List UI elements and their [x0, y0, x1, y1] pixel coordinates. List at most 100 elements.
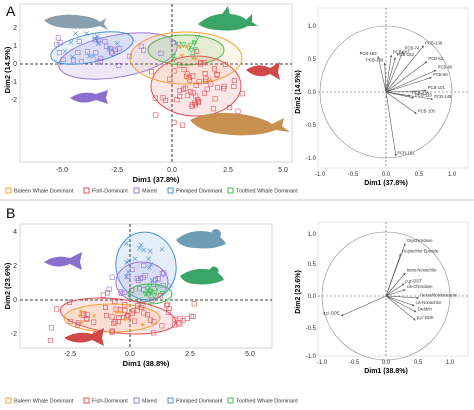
y-tick: 1.0 — [308, 232, 317, 238]
scatter-points — [54, 31, 245, 133]
scatter-point — [83, 31, 89, 36]
scatter-point — [142, 291, 148, 297]
scatter-point — [80, 312, 86, 318]
scatter-point — [202, 78, 208, 84]
scatter-point — [141, 247, 147, 253]
loading-arrow — [377, 55, 387, 93]
scatter-point — [55, 35, 61, 41]
y-axis-label: Dim2 (14.5%) — [295, 70, 302, 114]
scatter-point — [125, 313, 131, 319]
scatter-point — [134, 275, 140, 281]
scatter-point — [166, 305, 172, 311]
scatter-point — [189, 313, 195, 319]
scatter-point — [189, 103, 195, 109]
y-axis-label: Dim2 (23.6%) — [295, 270, 302, 314]
scatter-point — [198, 61, 204, 67]
scatter-point — [125, 274, 131, 280]
scatter-point — [98, 55, 104, 61]
scatter-point — [149, 297, 155, 303]
scatter-point — [154, 285, 160, 292]
legend-label: Fish-Dominant — [92, 399, 128, 405]
x-ticks: -2.5 0.0 2.5 5.0 — [64, 351, 255, 358]
scatter-point — [76, 39, 82, 45]
scatter-point — [194, 35, 201, 41]
scatter-point — [161, 270, 167, 276]
loading-arrow — [340, 295, 387, 317]
loading-label: PCB-99 — [438, 65, 453, 70]
loading-arrow — [385, 295, 420, 300]
scatter-point — [62, 49, 68, 54]
scatter-point — [147, 248, 153, 254]
scatter-point — [102, 304, 108, 310]
blue-seal-icon — [176, 229, 226, 249]
scatter-point — [134, 307, 140, 313]
scatter-point — [193, 93, 199, 99]
y-tick: 2 — [13, 263, 17, 270]
scatter-point — [151, 330, 157, 336]
scatter-point — [185, 45, 192, 52]
scatter-point — [57, 40, 63, 46]
ellipse-baleen — [63, 303, 161, 333]
scatter-point — [185, 92, 191, 98]
scatter-point — [119, 309, 124, 315]
x-tick: 5.0 — [245, 351, 255, 358]
scatter-point — [108, 49, 114, 55]
loading-arrow — [383, 62, 387, 93]
scatter-point — [122, 302, 128, 308]
scatter-point — [193, 102, 199, 108]
scatter-point — [81, 311, 87, 317]
scatter-point — [201, 90, 207, 96]
scatter-point — [188, 89, 194, 95]
scatter-point — [177, 93, 183, 99]
loading-arrow — [385, 57, 396, 93]
legend-a: Baleen Whale Dominant Fish-Dominant Mixe… — [5, 187, 298, 195]
scatter-point — [227, 105, 233, 111]
scatter-point — [171, 57, 177, 63]
scatter-point — [196, 79, 202, 85]
loading-arrow — [385, 54, 393, 93]
scatter-point — [168, 282, 174, 288]
loading-arrow — [385, 91, 397, 157]
loading-label: PCB-183 — [360, 51, 378, 56]
scatter-point — [180, 122, 186, 128]
y-ticks: 1.0 0.5 0.0 -0.5 -1.0 — [306, 24, 317, 162]
scatter-point — [184, 73, 190, 79]
scatter-point — [102, 38, 108, 44]
scatter-point — [177, 321, 183, 327]
scatter-point — [94, 34, 100, 39]
scatter-point — [84, 316, 90, 322]
red-fish-icon — [246, 62, 280, 80]
plot-border — [19, 3, 293, 163]
x-tick: -5.0 — [56, 167, 68, 174]
loading-label: PCB-74 — [405, 46, 420, 51]
scatter-point — [122, 307, 128, 313]
x-tick: 5.0 — [278, 167, 288, 174]
scatter-point — [159, 271, 165, 277]
scatter-point — [77, 313, 83, 318]
y-tick: 1.0 — [308, 24, 317, 30]
scatter-point — [109, 274, 115, 280]
scatter-point — [92, 35, 98, 41]
scatter-point — [177, 62, 183, 68]
y-tick: -0.5 — [306, 123, 317, 129]
x-axis-label: Dim1 (37.8%) — [133, 175, 180, 184]
x-axis-label: Dim1 (37.8%) — [364, 180, 408, 187]
x-tick: 2.5 — [185, 351, 195, 358]
scatter-point — [146, 256, 151, 262]
scatter-point — [138, 305, 144, 311]
y-tick: 0 — [13, 297, 17, 304]
scatter-point — [208, 78, 213, 83]
scatter-points — [47, 240, 197, 343]
scatter-point — [104, 313, 110, 319]
scatter-point — [54, 306, 60, 312]
scatter-point — [136, 245, 142, 251]
x-tick: -1.0 — [317, 360, 328, 366]
loading-label: Hexachlorobenzene — [420, 292, 458, 297]
ellipse-mixed — [58, 32, 178, 80]
y-tick: -2 — [11, 331, 17, 338]
y-tick: 0.0 — [308, 90, 317, 96]
loading-label: p,p'-DDT — [405, 278, 422, 283]
